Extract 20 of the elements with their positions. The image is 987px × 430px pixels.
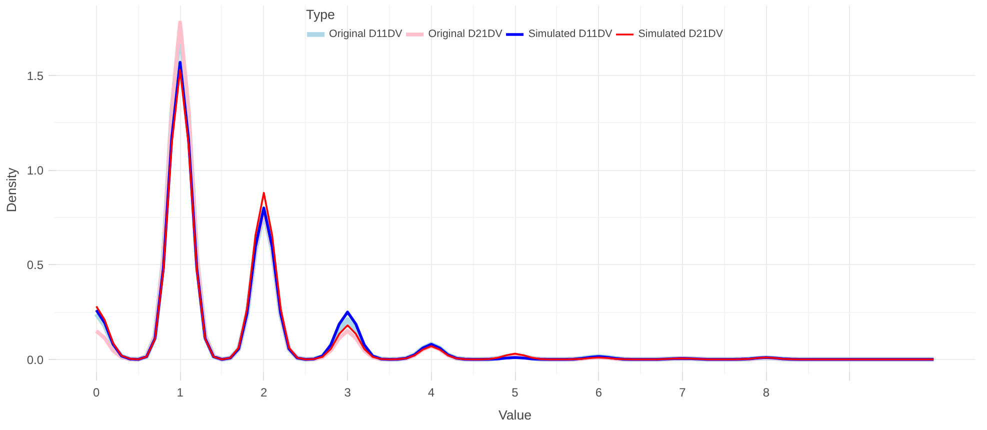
x-tick-label: 5 — [512, 386, 519, 400]
y-tick-label: 0.0 — [26, 352, 44, 367]
x-tick-label: 6 — [595, 386, 602, 400]
x-tick-label: 7 — [679, 386, 686, 400]
legend-label: Original D11DV — [329, 28, 402, 40]
x-tick-label: 3 — [344, 386, 352, 400]
legend-title: Type — [306, 7, 336, 22]
x-tick-label: 8 — [762, 386, 770, 400]
x-tick-label: 2 — [260, 386, 268, 400]
x-tick-label: 4 — [428, 386, 435, 400]
y-tick-label: 0.5 — [26, 258, 44, 272]
x-axis-title: Value — [498, 408, 532, 422]
legend-label: Original D21DV — [428, 28, 502, 40]
x-tick-label: 0 — [93, 386, 100, 400]
y-axis-title: Density — [4, 167, 19, 212]
legend-label: Simulated D11DV — [528, 28, 612, 40]
y-tick-label: 1.5 — [26, 69, 44, 84]
legend-label: Simulated D21DV — [638, 28, 723, 40]
y-tick-label: 1.0 — [26, 164, 44, 178]
x-tick-label: 1 — [176, 386, 184, 400]
